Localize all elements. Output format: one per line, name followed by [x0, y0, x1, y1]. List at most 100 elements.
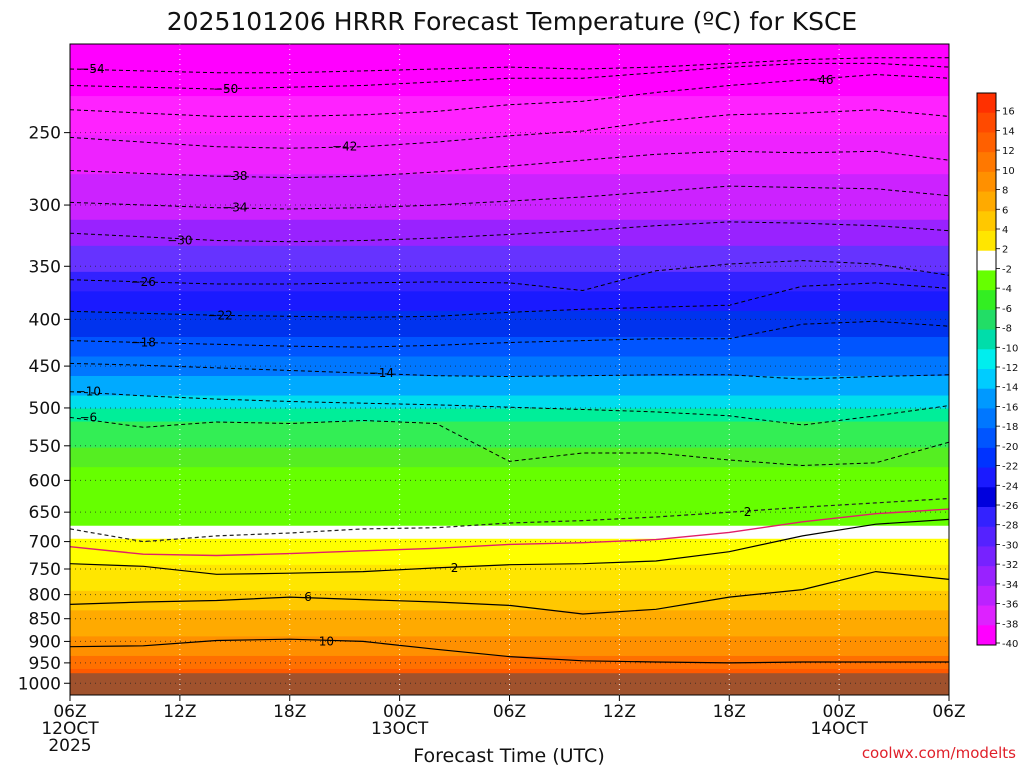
- y-tick-label: 650: [29, 503, 61, 523]
- colorbar-label: -14: [1002, 383, 1018, 394]
- temperature-band: [70, 655, 949, 670]
- colorbar-swatch: [977, 191, 996, 212]
- contour-line: [69, 518, 950, 575]
- colorbar-swatch: [977, 231, 996, 252]
- x-tick-label: 18Z: [273, 702, 306, 722]
- temperature-band: [70, 356, 949, 378]
- x-tick-label: 13OCT: [371, 719, 429, 739]
- colorbar-label: -26: [1002, 501, 1018, 512]
- contour-line: [69, 638, 949, 664]
- contour-line: [69, 497, 950, 543]
- colorbar-legend: 16 14 12 10 8 6 4 2 -2 -4 -6 -8 -10 -12 -14 -16 -18 -20 -2…: [976, 92, 1018, 650]
- temperature-band: [70, 336, 949, 358]
- colorbar-label: -8: [1002, 324, 1012, 335]
- contour-line: [69, 570, 950, 615]
- colorbar-swatch: [977, 270, 996, 291]
- temperature-band: [70, 538, 949, 566]
- contour-label: 2: [744, 505, 752, 519]
- x-tick-label: 12OCT: [41, 719, 99, 739]
- y-tick-label: 1000: [18, 674, 61, 694]
- temperature-band: [70, 271, 949, 293]
- colorbar-swatch: [977, 93, 996, 114]
- temperature-band: [70, 376, 949, 397]
- colorbar-swatch: [977, 566, 996, 587]
- contour-label: −34: [222, 201, 247, 215]
- contour-label: −10: [76, 385, 101, 399]
- y-tick-label: 750: [29, 560, 61, 580]
- contour-label: −42: [332, 140, 357, 154]
- y-tick-label: 950: [29, 654, 61, 674]
- temperature-band: [70, 636, 949, 657]
- colorbar-swatch: [977, 171, 996, 193]
- colorbar-swatch: [977, 467, 996, 488]
- x-tick-label: 18Z: [713, 702, 746, 722]
- colorbar-swatch: [977, 388, 996, 409]
- temperature-band: [70, 291, 949, 312]
- colorbar-label: -38: [1002, 619, 1018, 630]
- contour-label: 6: [304, 590, 312, 604]
- y-tick-label: 400: [29, 310, 61, 330]
- freezing-line: [69, 508, 950, 557]
- x-tick-label: 06Z: [53, 702, 86, 722]
- temperature-band: [70, 219, 949, 247]
- colorbar-label: -36: [1002, 600, 1018, 611]
- colorbar-swatch: [977, 585, 996, 607]
- contour-label: −54: [79, 62, 104, 76]
- contour-label: 2: [451, 561, 459, 575]
- colorbar-label: -10: [1002, 343, 1018, 354]
- x-axis-title: Forecast Time (UTC): [413, 745, 604, 767]
- temperature-band: [70, 408, 949, 423]
- temperature-band: [70, 174, 949, 221]
- temperature-band: [70, 590, 949, 612]
- contour-line: [69, 282, 950, 318]
- contour-label: 10: [319, 634, 334, 648]
- colorbar-swatch: [977, 428, 996, 449]
- colorbar-label: -6: [1002, 304, 1012, 315]
- temperature-band: [70, 447, 949, 469]
- credit-link[interactable]: coolwx.com/modelts: [862, 744, 1016, 762]
- chart-title: 2025101206 HRRR Forecast Temperature (ºC…: [167, 7, 857, 36]
- contour-label: −30: [167, 233, 192, 247]
- colorbar-frame: [976, 92, 997, 646]
- colorbar-label: -22: [1002, 462, 1018, 473]
- colorbar-label: 8: [1002, 186, 1008, 197]
- colorbar-label: 6: [1002, 205, 1008, 216]
- colorbar-label: -12: [1002, 363, 1018, 374]
- x-tick-label: 12Z: [163, 702, 196, 722]
- colorbar-swatch: [977, 152, 996, 173]
- x-tick-label: 14OCT: [810, 719, 868, 739]
- temperature-band: [70, 135, 949, 176]
- colorbar-swatch: [977, 309, 996, 331]
- colorbar-label: -24: [1002, 481, 1018, 492]
- y-axis: 2503003504004505005506006507007508008509…: [18, 124, 70, 694]
- contour-label: −22: [207, 308, 232, 322]
- y-tick-label: 800: [29, 586, 61, 606]
- colorbar-swatch: [977, 211, 996, 232]
- colorbar-label: -30: [1002, 540, 1018, 551]
- colorbar-label: -16: [1002, 402, 1018, 413]
- colorbar-label: -32: [1002, 560, 1018, 571]
- y-tick-label: 700: [29, 533, 61, 553]
- temperature-band: [70, 525, 949, 540]
- x-tick-label: 00Z: [383, 702, 416, 722]
- y-tick-label: 550: [29, 437, 61, 457]
- colorbar-label: -2: [1002, 264, 1012, 275]
- colorbar-swatch: [977, 447, 996, 469]
- x-tick-label: 2025: [48, 736, 91, 756]
- colorbar-label: 14: [1002, 126, 1015, 137]
- colorbar-swatch: [977, 349, 996, 370]
- colorbar-swatch: [977, 546, 996, 567]
- colorbar-swatch: [977, 408, 996, 429]
- colorbar-swatch: [977, 526, 996, 547]
- colorbar-swatch: [977, 369, 996, 390]
- colorbar-swatch: [977, 487, 996, 508]
- colorbar-swatch: [977, 605, 996, 626]
- y-tick-label: 500: [29, 399, 61, 419]
- colorbar-swatch: [977, 507, 996, 528]
- colorbar-label: -20: [1002, 442, 1018, 453]
- x-tick-label: 06Z: [932, 702, 965, 722]
- colorbar-label: -34: [1002, 580, 1018, 591]
- colorbar-swatch: [977, 250, 996, 271]
